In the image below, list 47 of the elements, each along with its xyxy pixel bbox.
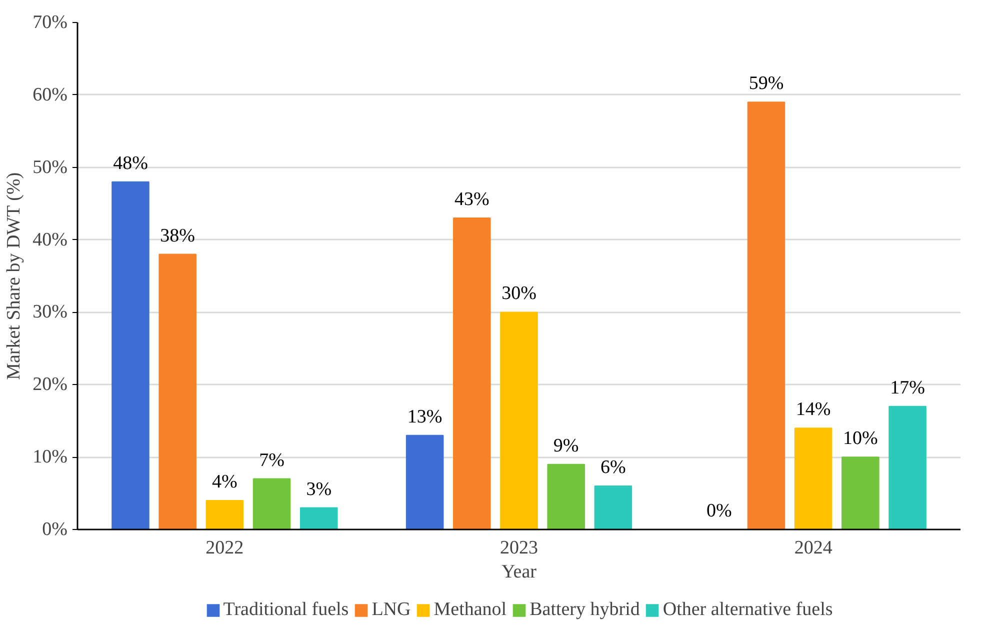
legend-label: Other alternative fuels [662, 599, 833, 621]
bar [547, 464, 585, 530]
bar [500, 312, 538, 530]
bar [888, 406, 926, 530]
y-tick-label: 60% [32, 84, 68, 106]
bar [206, 500, 244, 530]
y-tick-label: 10% [32, 446, 68, 468]
y-axis-title: Market Share by DWT (%) [4, 172, 25, 380]
bar [300, 507, 338, 530]
bar [158, 254, 196, 530]
data-label: 59% [748, 73, 784, 94]
x-tick-label: 2024 [794, 538, 833, 558]
y-tick-label: 30% [32, 302, 68, 323]
x-tick-label: 2022 [206, 538, 244, 558]
data-label: 17% [890, 377, 926, 398]
data-label: 30% [502, 283, 537, 304]
legend-label: LNG [372, 599, 411, 621]
data-label: 10% [843, 428, 878, 450]
data-label: 14% [796, 399, 831, 420]
y-tick-label: 50% [32, 156, 68, 178]
data-label: 9% [553, 435, 579, 456]
bar [112, 181, 150, 530]
y-tick-label: 20% [32, 374, 68, 396]
bar [252, 478, 291, 530]
legend-label: Battery hybrid [530, 599, 640, 621]
data-label: 6% [600, 457, 626, 478]
data-label: 4% [212, 472, 238, 493]
y-tick-label: 0% [42, 519, 68, 540]
x-axis-title: Year [501, 562, 538, 582]
bar [453, 218, 491, 530]
data-label: 3% [306, 478, 332, 500]
y-tick-label: 70% [32, 12, 68, 33]
legend-label: Methanol [434, 599, 507, 621]
data-label: 7% [259, 450, 285, 471]
y-tick-label: 40% [32, 229, 68, 250]
data-label: 0% [706, 500, 732, 522]
bar [594, 486, 632, 530]
data-label: 48% [113, 152, 148, 174]
data-label: 38% [160, 225, 196, 246]
data-label: 13% [407, 406, 442, 428]
data-label: 43% [454, 189, 490, 210]
bar [794, 428, 832, 530]
bar [842, 456, 880, 530]
x-tick-label: 2023 [500, 538, 538, 558]
bar [747, 102, 786, 530]
legend-label: Traditional fuels [223, 599, 349, 621]
bar [406, 434, 444, 530]
